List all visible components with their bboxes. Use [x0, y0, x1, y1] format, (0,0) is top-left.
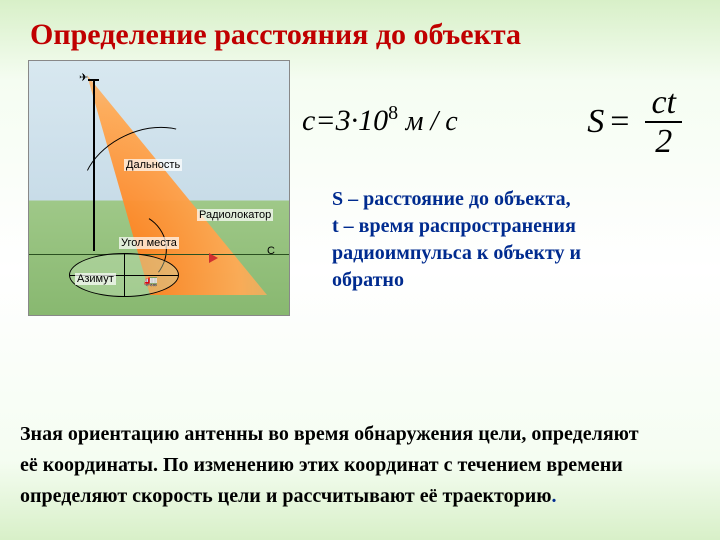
f2-eq: =: [610, 103, 629, 141]
def-t3: обратно: [332, 268, 680, 293]
para-l2: её координаты. По изменению этих координ…: [20, 450, 700, 481]
f2-lhs: S: [587, 103, 604, 141]
f2-num: ct: [645, 84, 682, 123]
radar-diagram: ✈ 🚛 Дальность Радиолокатор Угол места Аз…: [28, 60, 290, 316]
formula-distance: S = ct 2: [587, 84, 682, 161]
page-title: Определение расстояния до объекта: [0, 0, 720, 52]
def-t2: радиоимпульса к объекту и: [332, 241, 680, 266]
bottom-paragraph: Зная ориентацию антенны во время обнаруж…: [20, 419, 700, 512]
label-azimut: Азимут: [75, 273, 116, 285]
label-ugol: Угол места: [119, 237, 179, 249]
formula-speed-of-light: с=3·108 м / с: [302, 84, 458, 138]
aircraft-icon: ✈: [79, 71, 88, 84]
right-column: с=3·108 м / с S = ct 2 S – расстояние до…: [290, 60, 700, 295]
para-l1: Зная ориентацию антенны во время обнаруж…: [20, 419, 700, 450]
label-c-mark: С: [265, 245, 277, 257]
content-row: ✈ 🚛 Дальность Радиолокатор Угол места Аз…: [0, 52, 720, 316]
f1-exp: 8: [388, 102, 398, 124]
f2-den: 2: [649, 123, 678, 160]
def-s: S – расстояние до объекта,: [332, 187, 680, 212]
para-l3: определяют скорость цели и рассчитывают …: [20, 485, 552, 507]
para-dot: .: [552, 485, 557, 507]
f1-lhs: с: [302, 104, 315, 137]
def-t1: t – время распространения: [332, 214, 680, 239]
truck-icon: 🚛: [144, 274, 158, 287]
definitions: S – расстояние до объекта, t – время рас…: [302, 161, 700, 293]
f2-fraction: ct 2: [645, 84, 682, 161]
f1-unit: м / с: [406, 106, 458, 137]
ground-line: [29, 254, 289, 255]
formula-area: с=3·108 м / с S = ct 2: [302, 60, 700, 161]
para-l3-wrap: определяют скорость цели и рассчитывают …: [20, 481, 700, 512]
label-radiolokator: Радиолокатор: [197, 209, 273, 221]
direction-marker: [209, 253, 218, 263]
f1-eq: =: [315, 104, 335, 137]
f1-coeff: 3·10: [336, 104, 389, 137]
label-dalnost: Дальность: [124, 159, 182, 171]
